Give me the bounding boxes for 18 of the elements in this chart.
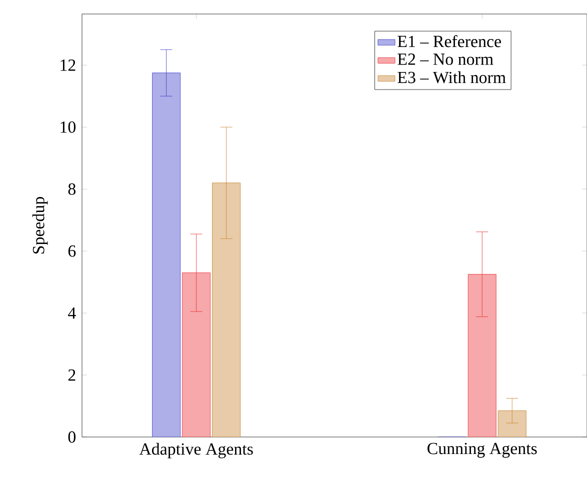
bar xyxy=(182,272,211,437)
bar xyxy=(212,182,241,437)
x-tick-label: Adaptive Agents xyxy=(139,442,253,458)
y-tick-label: 4 xyxy=(68,307,76,319)
y-tick-label: 2 xyxy=(68,369,76,381)
y-axis-title: Speedup xyxy=(32,196,48,254)
bar xyxy=(498,410,526,437)
bar xyxy=(152,72,181,437)
y-tick-label: 10 xyxy=(60,121,76,133)
legend-label: E1 – Reference xyxy=(398,35,501,48)
y-tick-label: 12 xyxy=(60,60,76,71)
legend-label: E3 – With norm xyxy=(398,71,506,84)
y-tick-label: 8 xyxy=(68,183,76,195)
legend-label: E2 – No norm xyxy=(398,54,494,65)
y-tick-label: 0 xyxy=(68,431,76,443)
x-tick-label: Cunning Agents xyxy=(428,442,537,458)
y-tick-label: 6 xyxy=(68,245,76,257)
bar xyxy=(468,274,496,437)
